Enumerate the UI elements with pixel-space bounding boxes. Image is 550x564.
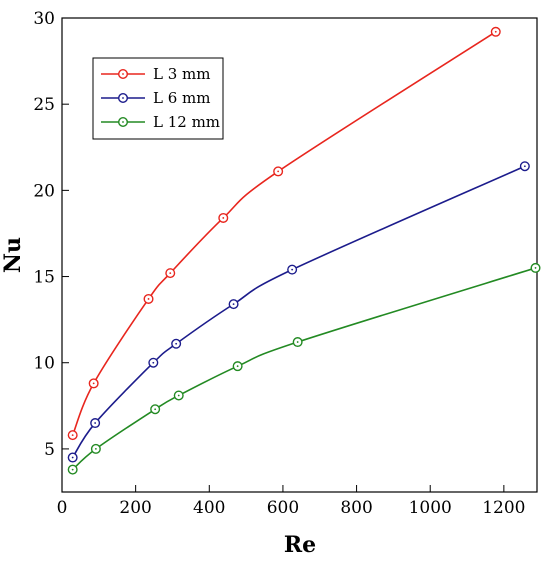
data-point-dot [94,422,97,424]
series-line [72,267,536,471]
data-point-dot [232,303,235,306]
y-tick-label: 10 [33,354,55,374]
data-point-dot [277,170,280,173]
series-line [72,165,526,458]
legend-swatch-dot [122,97,124,99]
data-point-dot [94,448,97,450]
legend-swatch-dot [122,121,124,123]
x-tick-label: 1000 [409,498,452,518]
x-tick-label: 200 [119,498,151,518]
data-point-dot [236,365,239,368]
data-point-dot [291,268,294,271]
legend-swatch-dot [122,73,124,75]
series-layer [67,26,541,475]
y-tick-label: 5 [44,440,55,460]
x-axis-title: Re [284,532,316,558]
y-tick-label: 25 [33,95,55,115]
data-point-dot [177,394,180,397]
y-tick-label: 20 [33,181,55,201]
x-tick-label: 400 [193,498,225,518]
data-point-dot [71,434,74,437]
y-axis: 5 10 15 20 25 30 [33,9,69,460]
x-axis: 0 200 400 600 800 1000 1200 [57,485,525,518]
legend: L 3 mm L 6 mm L 12 mm [92,57,224,140]
data-point-dot [296,341,299,343]
data-point-dot [523,165,526,168]
x-tick-label: 800 [340,498,372,518]
data-point-dot [71,456,74,459]
x-tick-label: 600 [267,498,299,518]
data-point-dot [71,468,74,471]
data-point-dot [152,361,155,364]
data-point-dot [494,30,497,33]
data-point-dot [222,217,225,219]
x-tick-label: 1200 [482,498,525,518]
data-point-dot [154,408,157,411]
data-point-dot [169,272,172,274]
x-tick-label: 0 [57,498,68,518]
y-axis-title: Nu [0,237,26,273]
data-point-dot [147,298,150,300]
data-point-dot [534,267,537,269]
series-line [71,31,497,436]
y-tick-label: 30 [33,9,55,29]
y-tick-label: 15 [33,268,55,288]
legend-label: L 6 mm [153,89,211,107]
plot-frame [61,17,538,493]
legend-label: L 3 mm [153,65,211,83]
data-point-dot [92,382,95,385]
data-point-dot [175,342,178,345]
legend-label: L 12 mm [153,113,220,131]
